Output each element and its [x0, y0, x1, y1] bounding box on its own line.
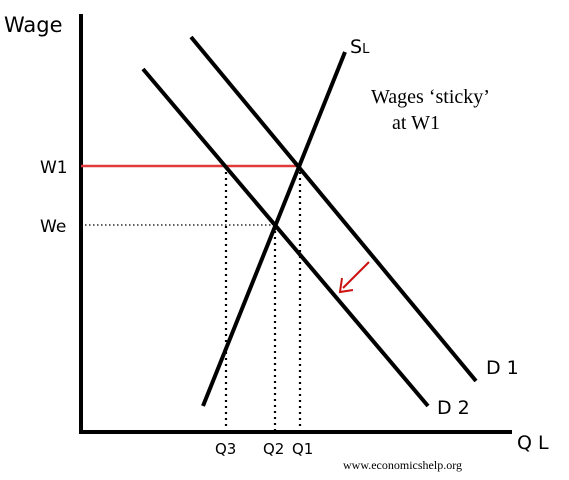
- annotation-line2: at W1: [392, 112, 440, 134]
- watermark: www.economicshelp.org: [343, 458, 462, 472]
- q3-label: Q3: [215, 440, 236, 458]
- q2-label: Q2: [263, 440, 284, 458]
- q1-label: Q1: [292, 440, 313, 458]
- we-label: We: [40, 217, 66, 237]
- demand1-label: D 1: [486, 357, 519, 379]
- supply-label: SL: [350, 36, 370, 58]
- demand2-label: D 2: [437, 397, 470, 419]
- supply-curve: [201, 51, 347, 407]
- w1-label: W1: [40, 158, 68, 178]
- y-axis-label: Wage: [4, 13, 63, 37]
- demand-curve-d1: [189, 35, 478, 383]
- demand-shift-arrow: [338, 261, 370, 294]
- x-axis-label: Q L: [517, 432, 549, 454]
- annotation-line1: Wages ‘sticky’: [371, 86, 490, 108]
- demand-curve-d2: [141, 67, 430, 408]
